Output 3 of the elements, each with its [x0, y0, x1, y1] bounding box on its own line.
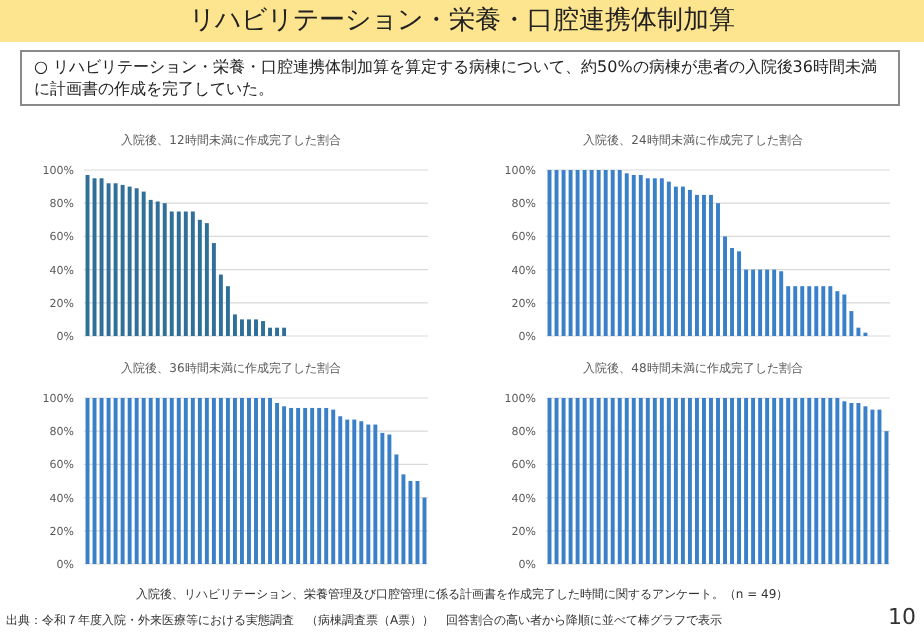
- text: リハビリテーション・栄養・口腔連携体制加算: [0, 0, 924, 42]
- text: ○ リハビリテーション・栄養・口腔連携体制加算を算定する病棟について、約50%の病棟が患者の入院後36時間未満に計画書の作成を完了していた。: [20, 50, 900, 106]
- text: 10: [886, 604, 916, 630]
